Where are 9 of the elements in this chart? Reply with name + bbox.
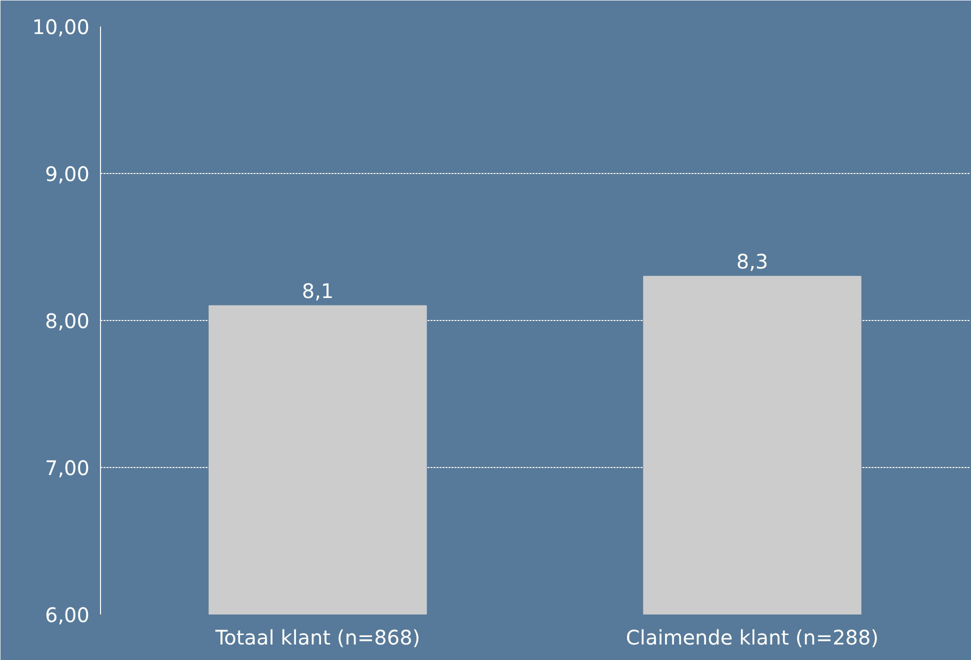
x-tick-label: Claimende klant (n=288) — [626, 626, 879, 650]
y-tick-label: 6,00 — [44, 603, 90, 627]
y-tick-label: 10,00 — [32, 15, 90, 39]
y-tick-label: 7,00 — [44, 456, 90, 480]
y-tick-label: 8,00 — [44, 309, 90, 333]
x-tick-label: Totaal klant (n=868) — [214, 626, 420, 650]
data-label: 8,1 — [302, 278, 334, 303]
data-label: 8,3 — [736, 249, 768, 274]
y-tick-label: 9,00 — [44, 162, 90, 186]
